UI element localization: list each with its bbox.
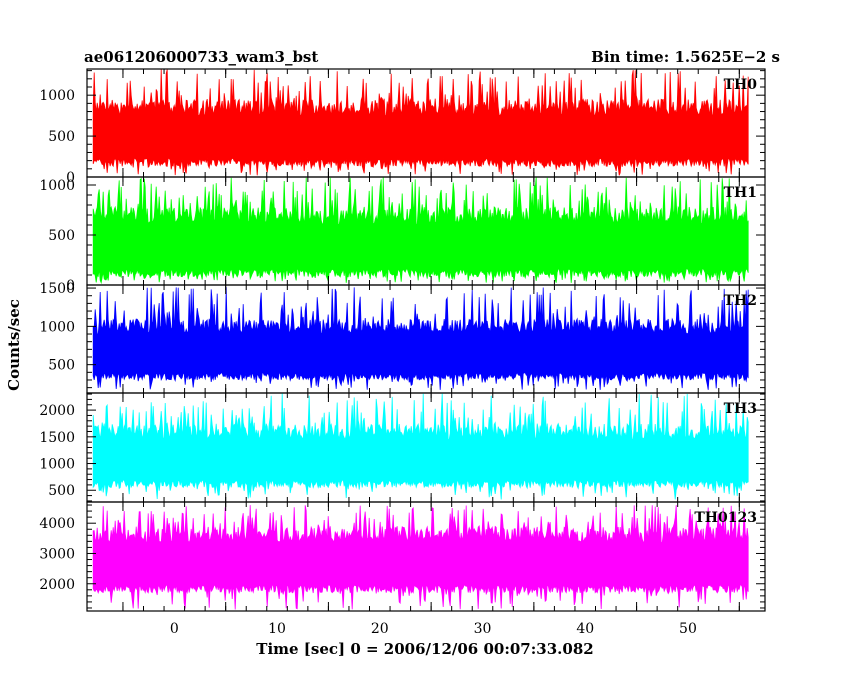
y-tick-label: 500 [48, 483, 75, 499]
panel-th2: 500 1000 1500 TH2 [39, 281, 766, 394]
x-tick-label: 50 [679, 621, 697, 637]
panel-th0: 0 500 1000 TH0 [39, 68, 766, 186]
chart-title: ae061206000733_wam3_bst [84, 48, 318, 66]
y-tick-label: 1000 [39, 178, 75, 194]
series-label-th0: TH0 [724, 77, 758, 93]
bin-time-label: Bin time: 1.5625E−2 s [591, 48, 780, 66]
panel-th0123: 2000 3000 4000 TH0123 [39, 501, 766, 612]
y-tick-label: 0 [66, 278, 75, 294]
panels: 0 500 1000 TH0 0 500 1000 TH1 500 1000 1500 TH2 500 1… [39, 68, 766, 612]
panel-th3: 500 1000 1500 2000 TH3 [39, 392, 766, 503]
y-tick-label: 2000 [39, 577, 75, 593]
series-th3-curve [92, 393, 749, 500]
panel-frame [86, 501, 766, 612]
series-th1-curve [92, 177, 749, 285]
series-label-th0123: TH0123 [694, 510, 757, 526]
series-th2-curve [92, 287, 749, 390]
x-tick-label: 40 [576, 621, 594, 637]
y-tick-label: 500 [48, 228, 75, 244]
x-axis-label: Time [sec] 0 = 2006/12/06 00:07:33.082 [256, 640, 593, 658]
y-tick-label: 4000 [39, 516, 75, 532]
series-label-th3: TH3 [724, 401, 757, 417]
series-th0123-curve [92, 505, 749, 610]
x-tick-label: 0 [170, 621, 179, 637]
y-tick-label: 3000 [39, 546, 75, 562]
y-tick-label: 1500 [39, 281, 75, 297]
series-th0-curve [92, 69, 749, 176]
y-tick-label: 1000 [39, 88, 75, 104]
y-axis-label: Counts/sec [5, 299, 23, 391]
x-tick-label: 20 [371, 621, 389, 637]
panel-th1: 0 500 1000 TH1 [39, 176, 766, 294]
y-tick-label: 500 [48, 129, 75, 145]
y-tick-label: 0 [66, 170, 75, 186]
x-tick-label: 30 [474, 621, 492, 637]
series-label-th2: TH2 [724, 293, 757, 309]
y-tick-label: 1000 [39, 457, 75, 473]
y-tick-label: 1500 [39, 430, 75, 446]
y-tick-label: 1000 [39, 319, 75, 335]
x-tick-label: 10 [268, 621, 286, 637]
x-axis: 0 10 20 30 40 50 [170, 621, 697, 637]
series-label-th1: TH1 [724, 185, 757, 201]
y-tick-label: 500 [48, 358, 75, 374]
y-tick-label: 2000 [39, 403, 75, 419]
